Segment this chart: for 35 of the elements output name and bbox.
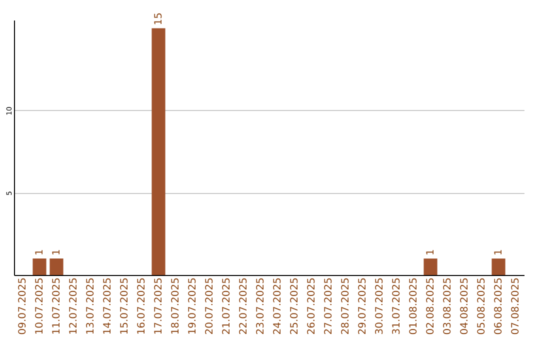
data-label: 1 [494,249,504,256]
x-tick-label: 21.07.2025 [222,278,232,335]
x-tick-label: 02.08.2025 [426,278,436,335]
x-tick-label: 30.07.2025 [374,278,386,335]
x-tick-label: 24.07.2025 [272,278,284,335]
x-tick-label: 25.07.2025 [290,278,300,335]
x-tick-label: 26.07.2025 [306,278,318,335]
data-label: 1 [426,249,436,256]
x-tick-label: 09.07.2025 [18,278,28,335]
x-tick-label: 13.07.2025 [86,278,96,335]
x-tick-label: 20.07.2025 [204,278,216,335]
x-tick-label: 19.07.2025 [188,278,198,335]
x-tick-label: 15.07.2025 [120,278,130,335]
data-label: 15 [154,12,164,26]
x-tick-label: 27.07.2025 [324,278,334,335]
x-tick-label: 28.07.2025 [340,278,352,335]
x-tick-label: 14.07.2025 [102,278,114,335]
x-tick-label: 23.07.2025 [256,278,266,335]
x-tick-label: 11.07.2025 [52,278,62,335]
x-tick-label: 07.08.2025 [510,278,522,335]
x-tick-label: 04.08.2025 [460,278,470,335]
x-tick-label: 10.07.2025 [34,278,46,335]
x-tick-label: 05.08.2025 [476,278,488,335]
x-tick-label: 12.07.2025 [68,278,80,335]
x-tick-label: 22.07.2025 [238,278,250,335]
x-tick-label: 03.08.2025 [442,278,454,335]
x-tick-label: 18.07.2025 [170,278,182,335]
x-tick-label: 16.07.2025 [136,278,148,335]
x-tick-label: 29.07.2025 [358,278,368,335]
data-label: 1 [52,249,62,256]
x-tick-label: 01.08.2025 [408,278,420,335]
x-tick-label: 31.07.2025 [392,278,402,335]
x-tick-label: 06.08.2025 [494,278,504,335]
x-tick-label: 17.07.2025 [154,278,164,335]
data-label: 1 [34,249,46,256]
